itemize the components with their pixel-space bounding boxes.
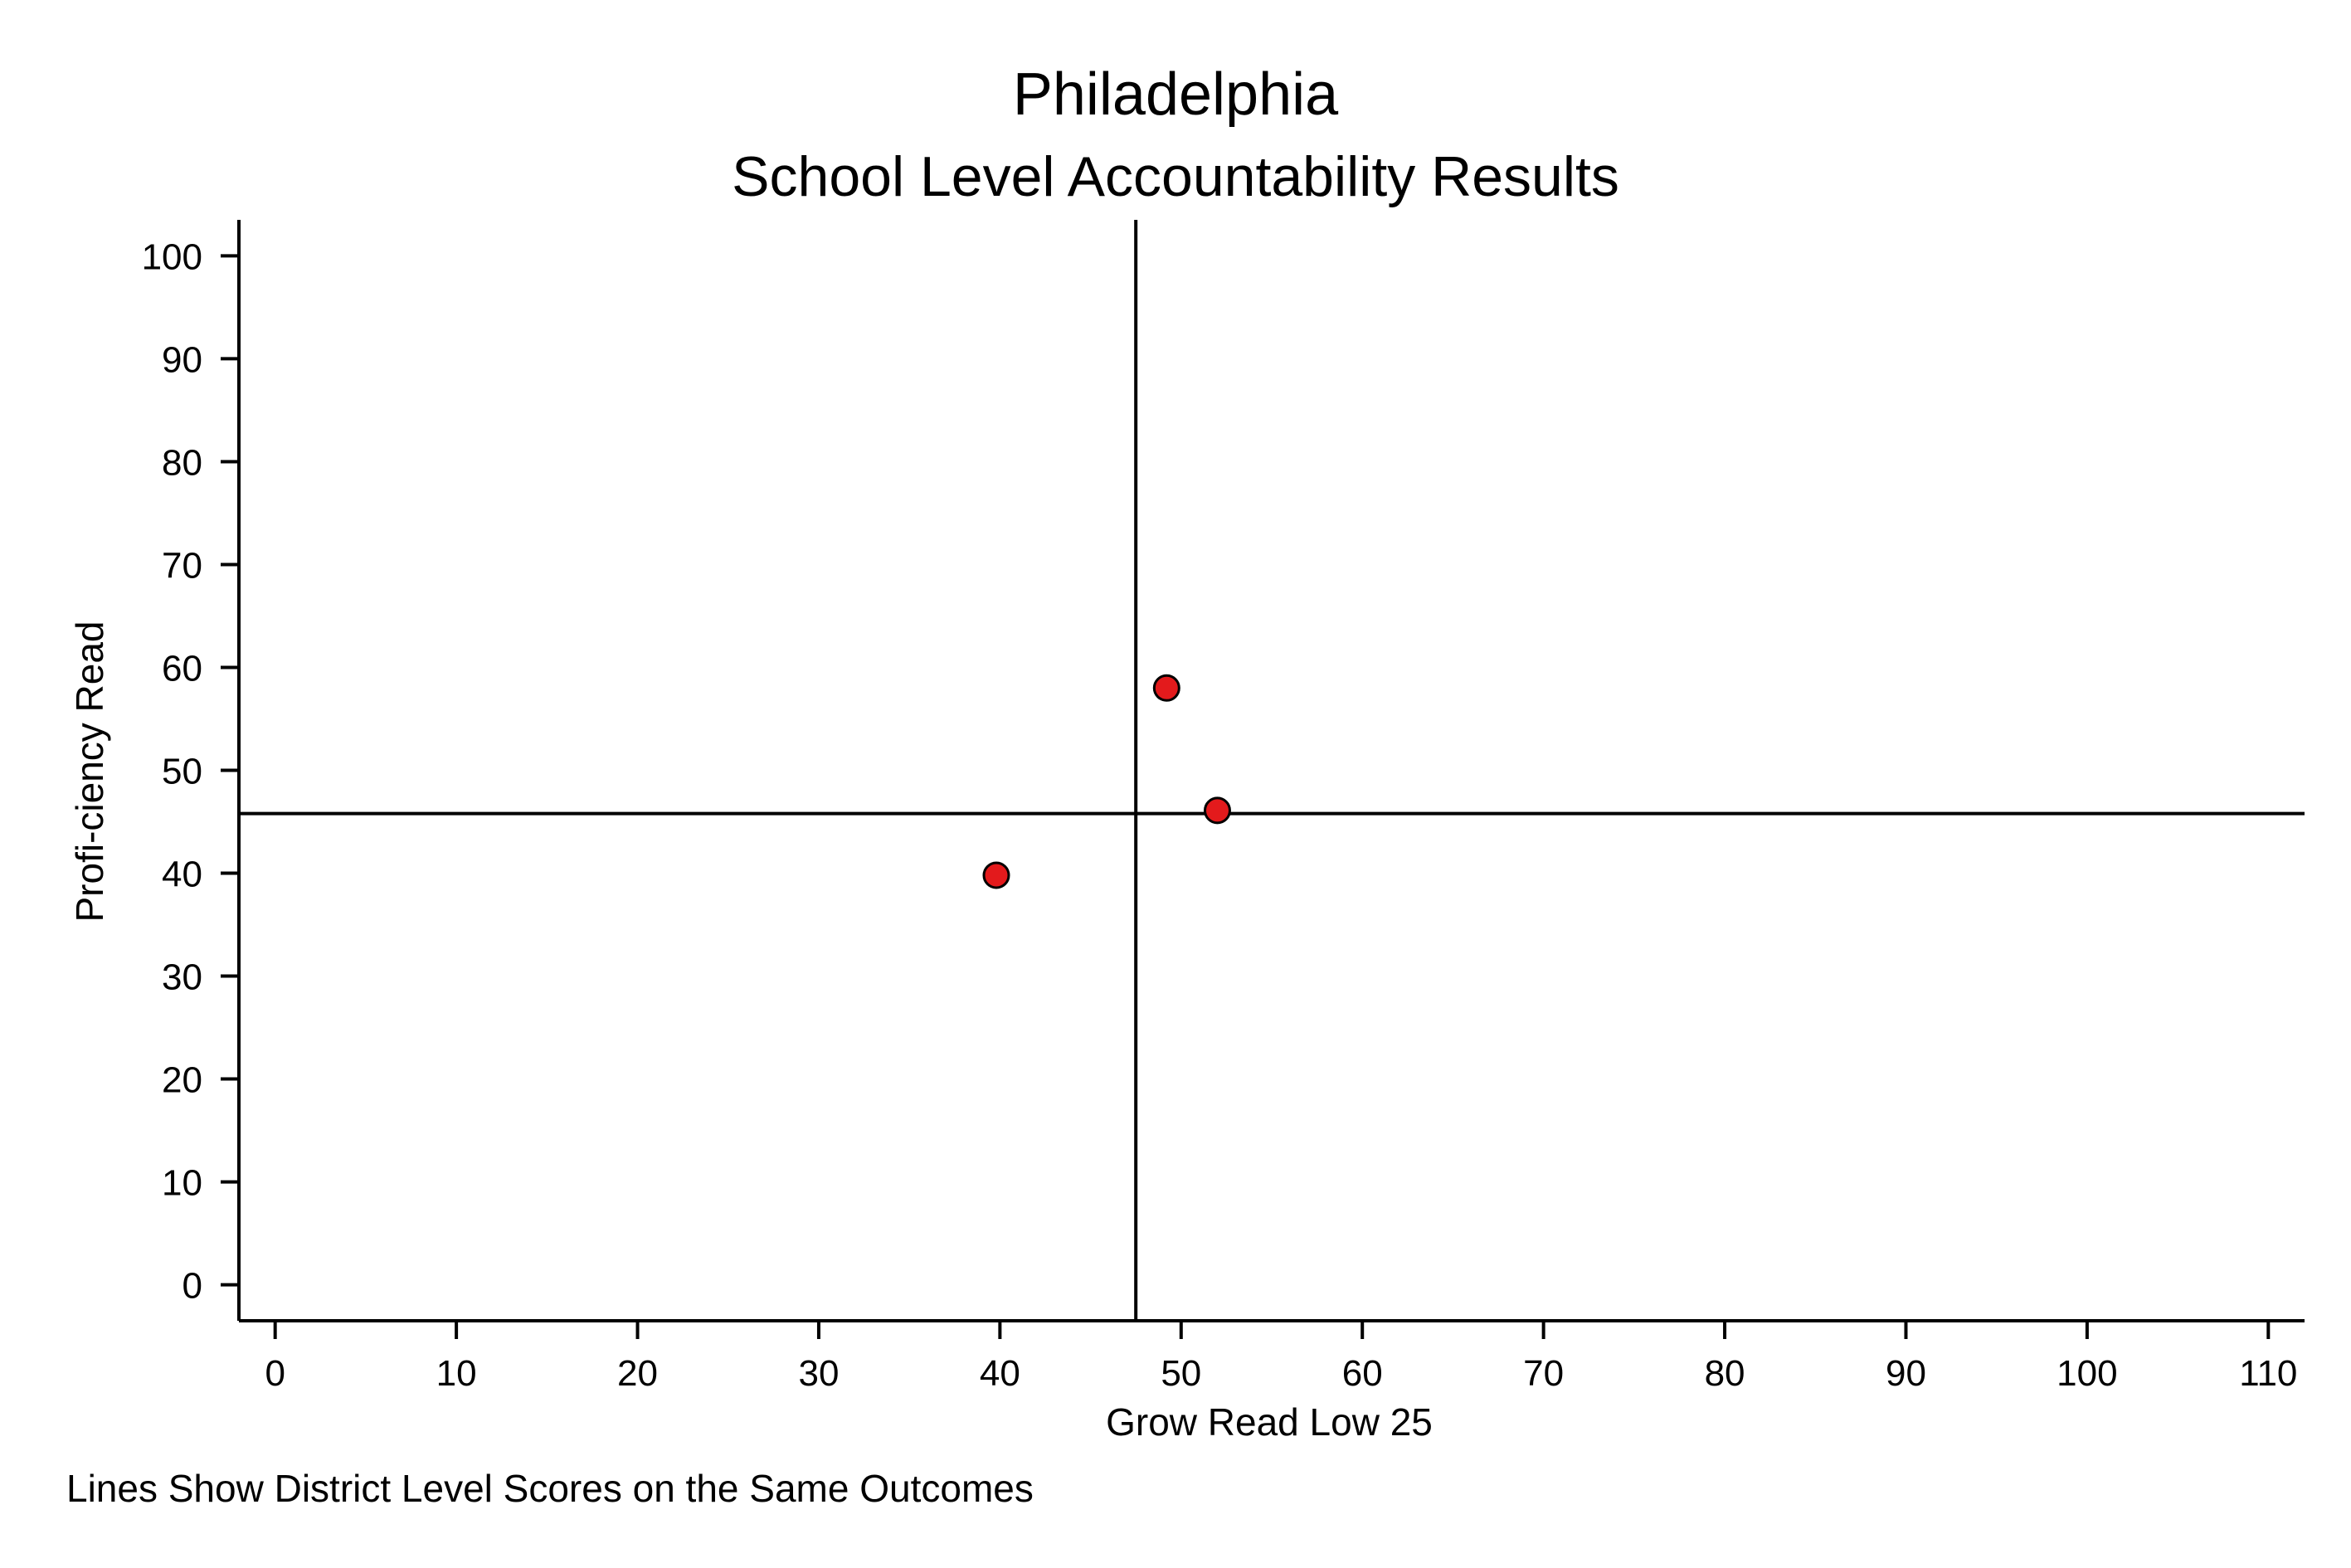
x-tick-label: 60 (1342, 1353, 1383, 1394)
x-axis-label: Grow Read Low 25 (1106, 1400, 1433, 1444)
y-tick-label: 50 (162, 752, 202, 792)
x-tick-label: 50 (1161, 1353, 1201, 1394)
x-tick-label: 30 (798, 1353, 839, 1394)
x-tick-label: 0 (265, 1353, 285, 1394)
chart-title: Philadelphia (1013, 61, 1339, 128)
y-tick-label: 80 (162, 442, 202, 483)
data-point (1203, 796, 1231, 825)
plot-area: 0 10 20 30 40 50 60 70 80 90 100 0 10 20 30 40 50 60 70 80 9… (142, 220, 2305, 1394)
data-point (1152, 674, 1180, 702)
y-tick-label: 30 (162, 957, 202, 998)
x-tick-label: 10 (436, 1353, 477, 1394)
y-tick-label: 60 (162, 648, 202, 689)
y-tick-label: 70 (162, 545, 202, 586)
chart-subtitle: School Level Accountability Results (732, 145, 1619, 208)
x-tick-label: 110 (2239, 1353, 2297, 1394)
x-tick-label: 70 (1523, 1353, 1564, 1394)
y-tick-label: 40 (162, 855, 202, 895)
x-tick-label: 100 (2057, 1353, 2117, 1394)
y-tick-label: 100 (142, 236, 202, 277)
x-tick-label: 90 (1886, 1353, 1926, 1394)
y-axis-label: Profi-ciency Read (68, 621, 111, 922)
y-tick-label: 10 (162, 1163, 202, 1204)
data-point (982, 861, 1010, 889)
x-tick-label: 20 (617, 1353, 658, 1394)
y-tick-label: 0 (183, 1266, 202, 1307)
y-tick-label: 90 (162, 339, 202, 380)
chart-note: Lines Show District Level Scores on the … (66, 1467, 1034, 1510)
x-tick-label: 40 (980, 1353, 1020, 1394)
y-tick-label: 20 (162, 1060, 202, 1101)
x-tick-label: 80 (1705, 1353, 1745, 1394)
